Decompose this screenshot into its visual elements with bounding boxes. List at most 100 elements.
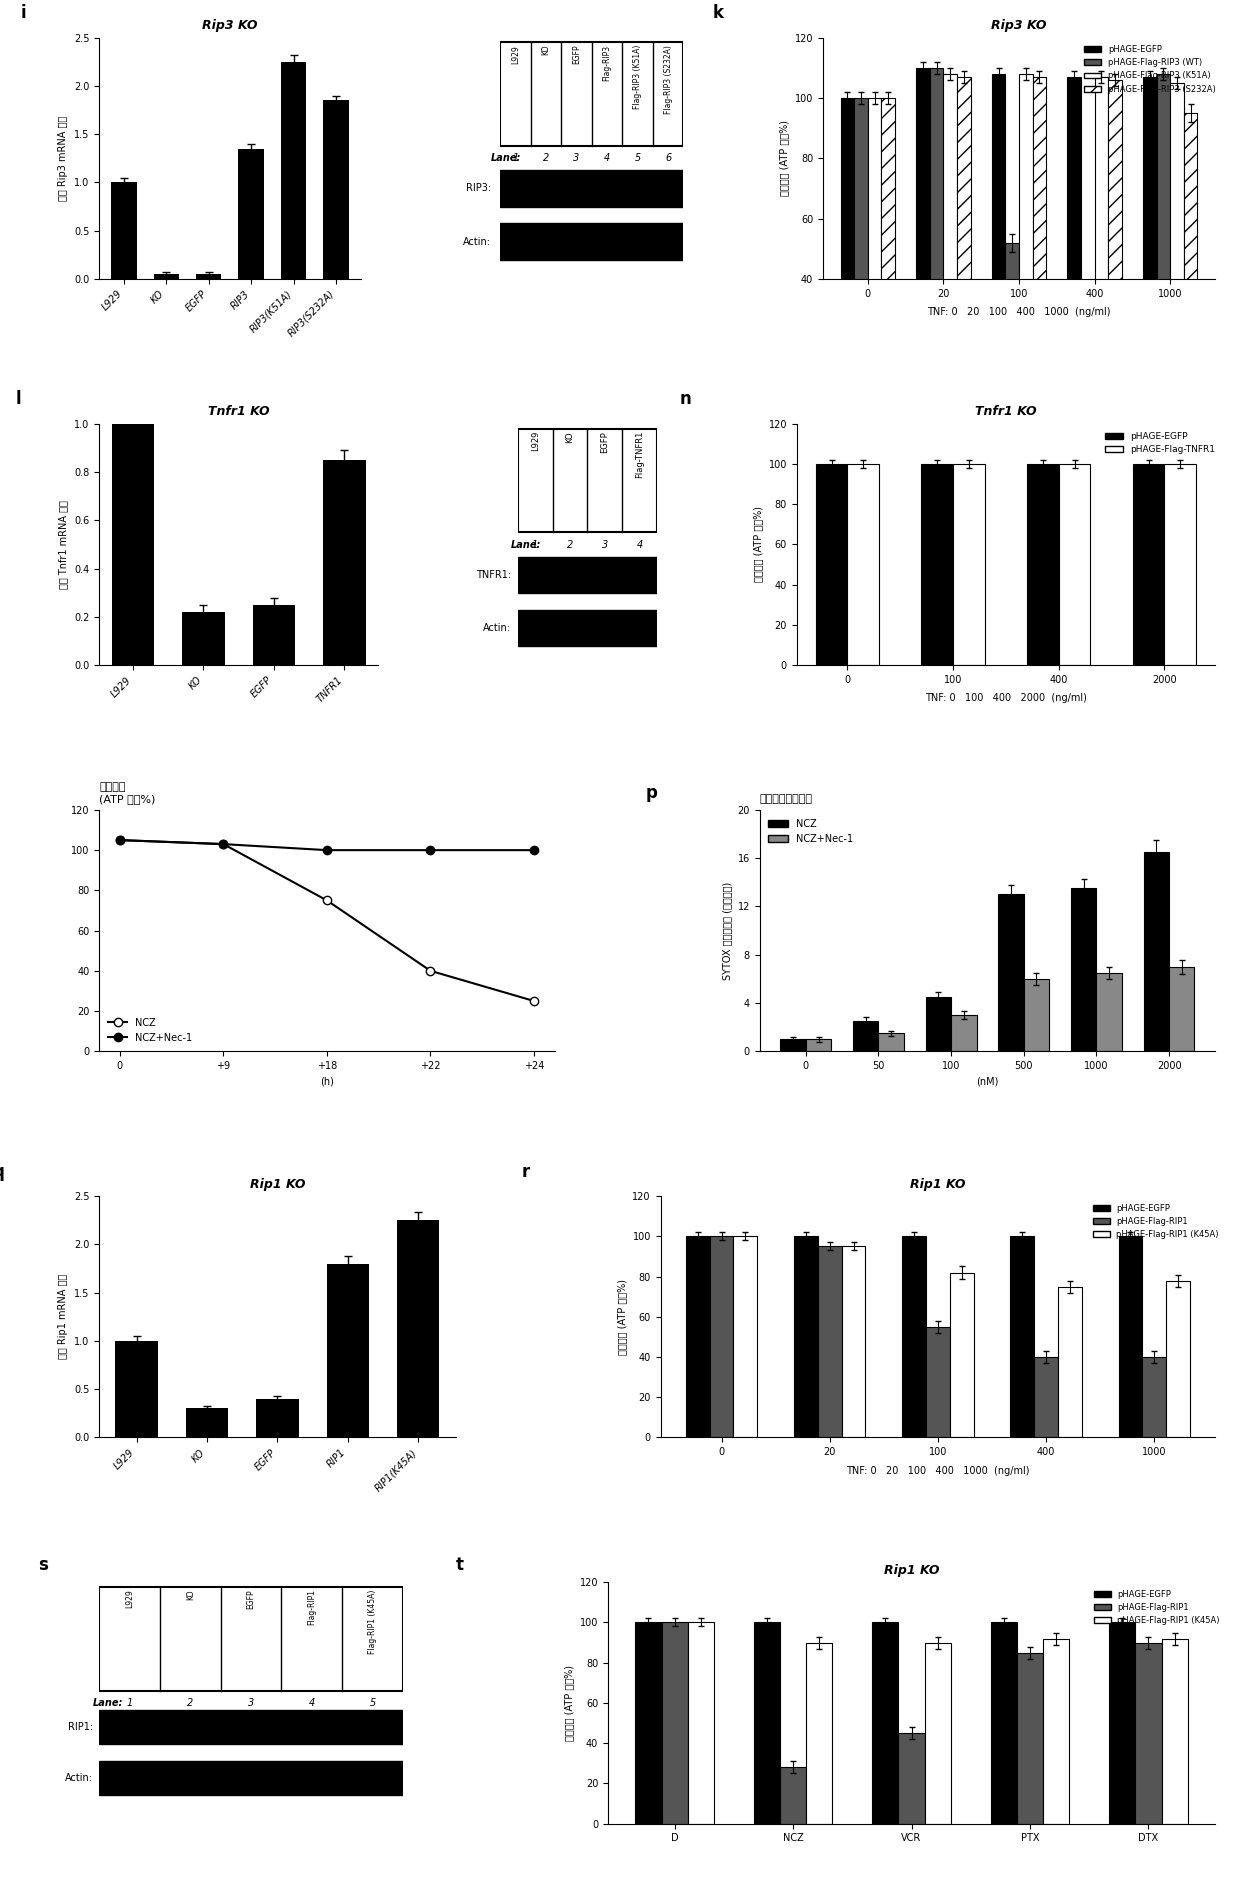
Bar <box>926 1327 950 1438</box>
Text: EGFP: EGFP <box>600 431 609 453</box>
Bar <box>950 1273 973 1438</box>
Polygon shape <box>99 1587 403 1690</box>
Y-axis label: 细胞存活 (ATP 水平%): 细胞存活 (ATP 水平%) <box>564 1666 574 1741</box>
Bar <box>1059 464 1090 666</box>
Polygon shape <box>518 609 657 647</box>
Bar <box>112 423 154 666</box>
Line: NCZ+Nec-1: NCZ+Nec-1 <box>115 837 538 854</box>
Bar <box>754 1622 780 1824</box>
Bar <box>842 1246 866 1438</box>
Text: l: l <box>15 391 21 408</box>
Title: Tnfr1 KO: Tnfr1 KO <box>208 406 269 419</box>
Text: TNF: 0   20   100   400   1000  (ng/ml): TNF: 0 20 100 400 1000 (ng/ml) <box>928 306 1111 318</box>
Bar <box>1068 77 1081 400</box>
Bar <box>951 1015 977 1051</box>
Text: 细胞死亡－膜破裂: 细胞死亡－膜破裂 <box>760 793 812 803</box>
Bar <box>1184 113 1198 400</box>
Text: k: k <box>713 4 724 23</box>
Text: i: i <box>21 4 26 23</box>
NCZ <box>527 989 542 1011</box>
Bar <box>112 182 136 278</box>
Bar <box>794 1237 818 1438</box>
Y-axis label: 细胞存活 (ATP 水平%): 细胞存活 (ATP 水平%) <box>779 120 789 196</box>
Bar <box>853 1021 878 1051</box>
Text: 3: 3 <box>601 540 608 549</box>
Bar <box>944 73 957 400</box>
Bar <box>841 98 854 400</box>
Bar <box>1071 889 1096 1051</box>
Polygon shape <box>518 556 657 592</box>
Polygon shape <box>500 171 683 207</box>
Bar <box>916 68 930 400</box>
Text: Actin:: Actin: <box>66 1773 93 1782</box>
Text: 5: 5 <box>370 1698 376 1709</box>
Bar <box>1011 1237 1034 1438</box>
Bar <box>635 1622 661 1824</box>
Bar <box>253 605 295 666</box>
Text: Lane:: Lane: <box>93 1698 124 1709</box>
Text: 1: 1 <box>532 540 538 549</box>
Bar <box>1118 1237 1142 1438</box>
Text: 6: 6 <box>665 154 671 164</box>
Bar <box>324 461 366 666</box>
Y-axis label: 相对 Rip3 mRNA 水平: 相对 Rip3 mRNA 水平 <box>58 117 68 201</box>
X-axis label: (h): (h) <box>320 1077 334 1087</box>
Bar <box>847 464 879 666</box>
Text: 细胞存活
(ATP 水平%): 细胞存活 (ATP 水平%) <box>99 782 155 803</box>
Bar <box>397 1220 439 1438</box>
Legend: pHAGE-EGFP, pHAGE-Flag-RIP1, pHAGE-Flag-RIP1 (K45A): pHAGE-EGFP, pHAGE-Flag-RIP1, pHAGE-Flag-… <box>1091 1587 1223 1628</box>
Text: TNF: 0   100   400   2000  (ng/ml): TNF: 0 100 400 2000 (ng/ml) <box>925 694 1087 703</box>
Text: r: r <box>522 1162 531 1181</box>
Bar <box>854 98 868 400</box>
Legend: pHAGE-EGFP, pHAGE-Flag-RIP3 (WT), pHAGE-Flag-RIP3 (K51A), pHAGE-Flag-RIP3 (S232A: pHAGE-EGFP, pHAGE-Flag-RIP3 (WT), pHAGE-… <box>1081 41 1219 98</box>
Bar <box>686 1237 709 1438</box>
Text: q: q <box>0 1162 4 1181</box>
Bar <box>806 1040 831 1051</box>
Bar <box>1095 77 1109 400</box>
Bar <box>1142 1357 1166 1438</box>
Bar <box>257 1399 299 1438</box>
Text: 2: 2 <box>567 540 573 549</box>
Text: Flag-RIP1: Flag-RIP1 <box>308 1589 316 1626</box>
Text: KO: KO <box>565 431 574 442</box>
Title: Rip3 KO: Rip3 KO <box>991 19 1047 32</box>
Bar <box>991 1622 1017 1824</box>
Bar <box>1034 1357 1058 1438</box>
Y-axis label: 细胞存活 (ATP 水平%): 细胞存活 (ATP 水平%) <box>616 1278 627 1355</box>
Text: Lane:: Lane: <box>491 154 522 164</box>
Bar <box>1110 1622 1136 1824</box>
NCZ+Nec-1 <box>320 838 335 861</box>
Bar <box>882 98 895 400</box>
Bar <box>925 1643 951 1824</box>
Text: p: p <box>646 784 657 803</box>
Title: Rip1 KO: Rip1 KO <box>910 1177 966 1190</box>
Y-axis label: 细胞存活 (ATP 水平%): 细胞存活 (ATP 水平%) <box>753 506 763 583</box>
Text: Flag-RIP1 (K45A): Flag-RIP1 (K45A) <box>368 1589 377 1654</box>
Bar <box>238 149 264 278</box>
Bar <box>1109 79 1122 400</box>
Bar <box>957 77 971 400</box>
Bar <box>992 73 1006 400</box>
Text: t: t <box>456 1557 464 1574</box>
Text: KO: KO <box>542 45 551 55</box>
Text: n: n <box>680 391 691 408</box>
Text: Flag-TNFR1: Flag-TNFR1 <box>635 431 645 478</box>
Bar <box>954 464 985 666</box>
Bar <box>1133 464 1164 666</box>
NCZ <box>423 959 438 981</box>
Text: TNF: 0   20   100   400   1000  (ng/ml): TNF: 0 20 100 400 1000 (ng/ml) <box>846 1466 1029 1476</box>
Text: L929: L929 <box>125 1589 134 1607</box>
Bar <box>780 1767 806 1824</box>
Text: 1: 1 <box>512 154 518 164</box>
Title: Rip1 KO: Rip1 KO <box>884 1564 939 1577</box>
X-axis label: (nM): (nM) <box>976 1077 998 1087</box>
Bar <box>899 1733 925 1824</box>
Text: Actin:: Actin: <box>463 237 491 246</box>
Text: Lane:: Lane: <box>511 540 541 549</box>
Bar <box>921 464 954 666</box>
Polygon shape <box>99 1762 403 1795</box>
Bar <box>903 1237 926 1438</box>
Bar <box>1169 966 1194 1051</box>
Bar <box>196 274 222 278</box>
Bar <box>688 1622 714 1824</box>
